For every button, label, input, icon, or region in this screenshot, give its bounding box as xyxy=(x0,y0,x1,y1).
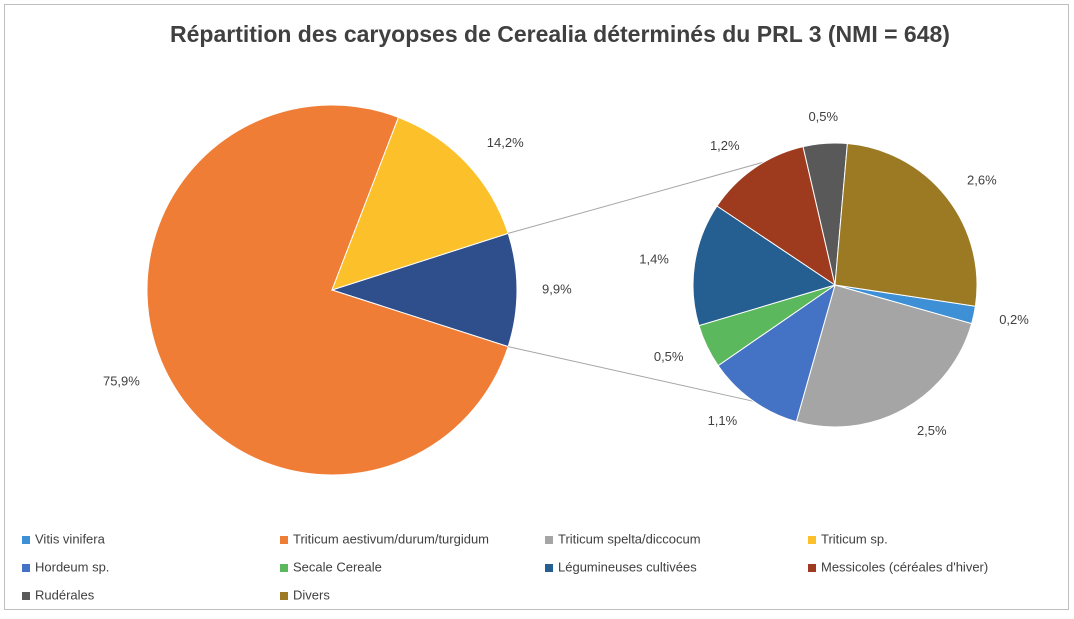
legend-swatch xyxy=(280,564,288,572)
connector-line xyxy=(507,161,765,234)
legend-label: Triticum sp. xyxy=(821,531,888,546)
data-label: 0,5% xyxy=(808,109,838,124)
data-label: 1,1% xyxy=(708,413,738,428)
data-label: 9,9% xyxy=(542,281,572,296)
pie-slice xyxy=(146,104,509,476)
data-label: 75,9% xyxy=(103,373,140,388)
data-label: 0,2% xyxy=(999,312,1029,327)
legend-label: Divers xyxy=(293,587,330,602)
data-label: 0,5% xyxy=(654,349,684,364)
legend-swatch xyxy=(22,564,30,572)
legend-label: Secale Cereale xyxy=(293,559,382,574)
legend-swatch xyxy=(280,536,288,544)
legend-label: Légumineuses cultivées xyxy=(558,559,697,574)
chart-title: Répartition des caryopses de Cerealia dé… xyxy=(170,21,950,47)
legend-label: Triticum aestivum/durum/turgidum xyxy=(293,531,489,546)
data-label: 2,5% xyxy=(917,423,947,438)
legend-label: Vitis vinifera xyxy=(35,531,106,546)
legend-swatch xyxy=(22,536,30,544)
pie-slice xyxy=(692,205,837,327)
legend-swatch xyxy=(808,564,816,572)
data-label: 2,6% xyxy=(967,173,997,188)
pie-slice xyxy=(716,146,836,287)
legend-swatch xyxy=(545,564,553,572)
legend-swatch xyxy=(22,592,30,600)
pie-slice xyxy=(330,232,518,348)
legend-label: Rudérales xyxy=(35,587,95,602)
data-label: 1,2% xyxy=(710,138,740,153)
pie-slice xyxy=(834,142,978,307)
legend-label: Hordeum sp. xyxy=(35,559,109,574)
legend-swatch xyxy=(280,592,288,600)
legend-label: Triticum spelta/diccocum xyxy=(558,531,701,546)
pie-slice xyxy=(795,284,973,428)
pie-slice xyxy=(331,116,509,291)
pie-slice xyxy=(717,283,836,423)
data-label: 1,4% xyxy=(639,251,669,266)
data-label: 14,2% xyxy=(487,135,524,150)
legend-swatch xyxy=(808,536,816,544)
legend-label: Messicoles (céréales d'hiver) xyxy=(821,559,988,574)
legend-swatch xyxy=(545,536,553,544)
connector-line xyxy=(508,346,754,402)
